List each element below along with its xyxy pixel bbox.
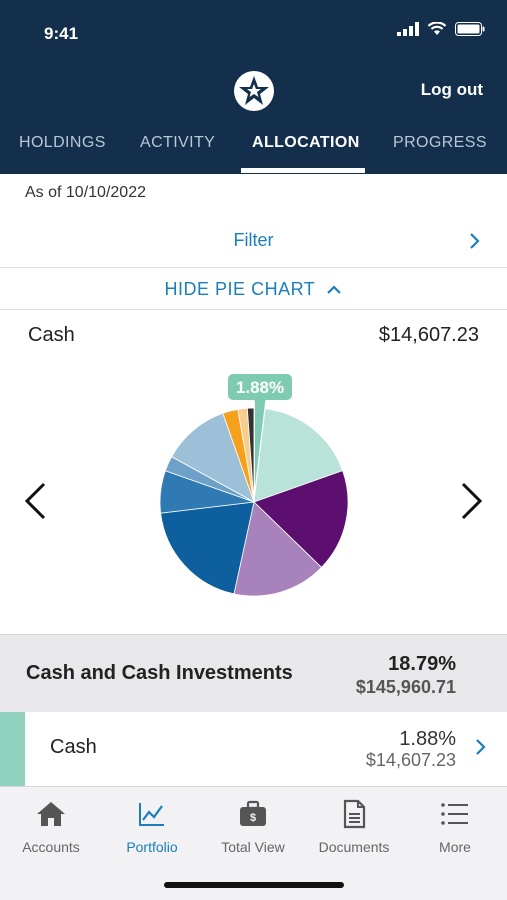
nav-portfolio[interactable]: Portfolio: [102, 799, 202, 855]
nav-label: Total View: [221, 839, 285, 855]
nav-label: Portfolio: [126, 839, 178, 855]
tab-bar: HOLDINGS ACTIVITY ALLOCATION PROGRESS: [0, 126, 507, 174]
group-name: Cash and Cash Investments: [26, 662, 293, 684]
pie-slice-2[interactable]: [253, 408, 344, 503]
signal-icon: [397, 22, 419, 36]
pie-slice-5[interactable]: [160, 501, 255, 595]
briefcase-icon: $: [240, 800, 266, 826]
item-name: Cash: [50, 736, 97, 758]
chevron-right-icon: [470, 233, 480, 249]
list-icon: [441, 803, 468, 825]
group-row: Cash and Cash Investments 18.79% $145,96…: [0, 634, 507, 712]
nav-accounts[interactable]: Accounts: [1, 799, 101, 855]
selected-slice-value: $14,607.23: [378, 324, 479, 346]
status-bar: 9:41: [0, 0, 507, 62]
home-indicator: [164, 882, 344, 888]
pie-svg: 1.88%: [159, 374, 349, 597]
pie-slice-11[interactable]: [246, 407, 255, 503]
selected-slice-name: Cash: [28, 324, 75, 346]
chevron-right-icon: [476, 739, 486, 755]
wifi-icon: [427, 22, 447, 35]
logout-button[interactable]: Log out: [420, 80, 483, 99]
brand-logo-icon: [234, 71, 274, 111]
status-time: 9:41: [44, 24, 79, 43]
status-icons: [397, 22, 485, 36]
item-color-bar: [0, 712, 25, 786]
tab-activity[interactable]: ACTIVITY: [140, 134, 216, 151]
pie-slice-4[interactable]: [233, 501, 323, 597]
chevron-up-icon: [327, 285, 342, 294]
pie-slice-3[interactable]: [253, 470, 349, 568]
group-value: $145,960.71: [355, 677, 456, 697]
nav-more[interactable]: More: [405, 799, 505, 855]
next-arrow-icon[interactable]: [459, 482, 485, 520]
pie-toggle-label: HIDE PIE CHART: [164, 279, 315, 299]
previous-arrow-icon[interactable]: [22, 482, 48, 520]
filter-row[interactable]: Filter: [0, 214, 507, 268]
nav-label: Documents: [318, 839, 390, 855]
filter-label: Filter: [233, 230, 274, 250]
active-tab-indicator: [241, 168, 365, 173]
pie-toggle-row: HIDE PIE CHART: [0, 279, 507, 300]
app-header: Log out HOLDINGS ACTIVITY ALLOCATION PRO…: [0, 62, 507, 174]
hide-pie-chart-button[interactable]: HIDE PIE CHART: [0, 268, 507, 310]
tab-allocation[interactable]: ALLOCATION: [252, 134, 360, 151]
home-icon: [37, 802, 65, 826]
slice-tooltip: 1.88%: [228, 374, 292, 406]
bottom-nav: Accounts Portfolio $ Total View Document…: [0, 786, 507, 900]
item-percent: 1.88%: [399, 728, 456, 750]
holding-row-cash[interactable]: Cash 1.88% $14,607.23: [0, 712, 507, 786]
svg-text:$: $: [250, 812, 256, 824]
allocation-pie-chart: 1.88%: [150, 362, 360, 612]
document-icon: [343, 799, 366, 829]
as-of-date: As of 10/10/2022: [25, 184, 146, 201]
pie-slice-8[interactable]: [171, 412, 255, 503]
tab-progress[interactable]: PROGRESS: [393, 134, 487, 151]
nav-total-view[interactable]: $ Total View: [203, 799, 303, 855]
nav-label: More: [439, 839, 471, 855]
item-value: $14,607.23: [365, 750, 456, 770]
group-percent: 18.79%: [388, 653, 456, 675]
battery-icon: [455, 22, 485, 36]
slice-tooltip-label: 1.88%: [236, 378, 284, 397]
nav-documents[interactable]: Documents: [304, 799, 404, 855]
nav-label: Accounts: [22, 839, 80, 855]
chart-icon: [139, 803, 164, 826]
tab-holdings[interactable]: HOLDINGS: [19, 134, 106, 151]
